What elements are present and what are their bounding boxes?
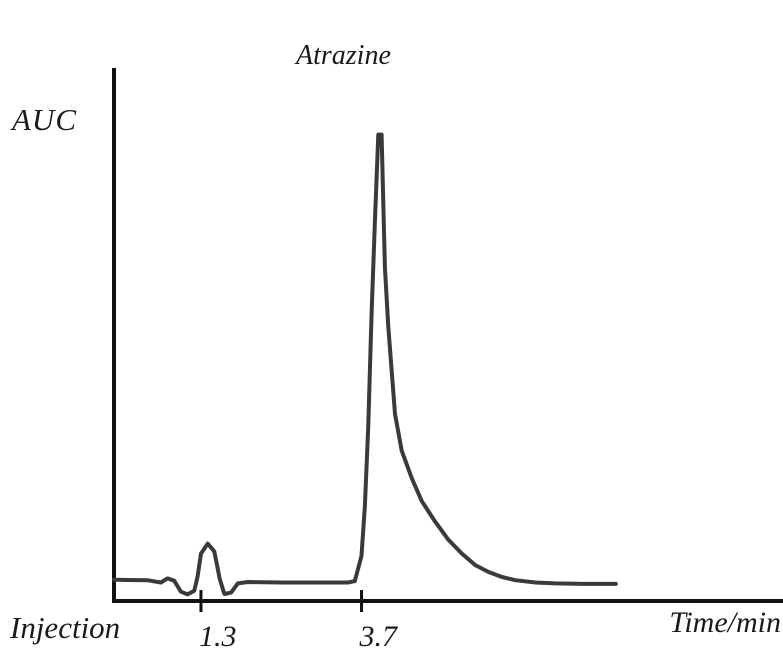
chart-title: Atrazine — [296, 40, 391, 71]
x-tick-label: 3.7 — [359, 620, 398, 653]
x-tick-label: 1.3 — [198, 620, 237, 653]
y-axis-label: AUC — [12, 102, 77, 137]
x-axis-label: Time/min — [669, 606, 781, 639]
chromatogram-trace — [112, 132, 618, 597]
injection-origin-label: Injection — [10, 610, 121, 645]
